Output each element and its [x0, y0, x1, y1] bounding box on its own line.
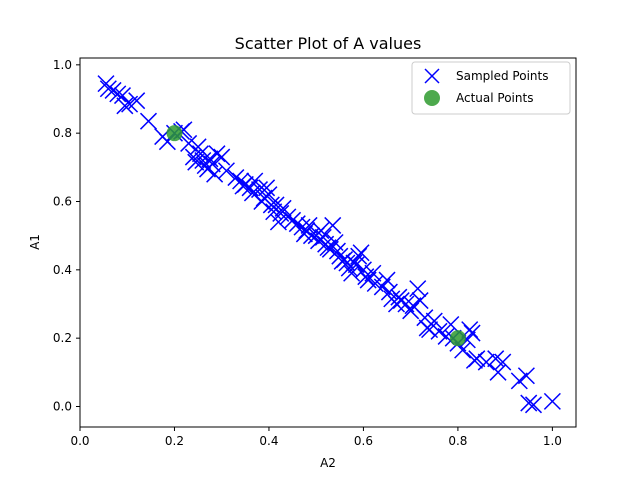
data-point-sampled — [180, 134, 198, 152]
data-point-sampled — [109, 85, 127, 103]
y-tick-label: 0.2 — [53, 331, 72, 345]
x-tick-label: 0.4 — [259, 434, 278, 448]
plot-area — [97, 75, 561, 414]
data-point-sampled — [463, 324, 481, 342]
x-tick-label: 0.6 — [354, 434, 373, 448]
data-point-sampled — [442, 315, 460, 334]
data-point-sampled — [246, 172, 264, 190]
data-point-actual — [449, 330, 466, 347]
data-point-sampled — [343, 264, 361, 282]
data-point-sampled — [354, 261, 372, 279]
data-point-sampled — [387, 295, 406, 313]
y-axis-label: A1 — [28, 234, 42, 250]
data-point-sampled — [416, 309, 434, 327]
plot-frame — [79, 57, 577, 428]
data-point-sampled — [139, 112, 158, 130]
x-tick-label: 0.2 — [165, 434, 184, 448]
data-point-sampled — [314, 228, 332, 246]
data-point-actual — [166, 125, 183, 142]
data-point-sampled — [477, 353, 495, 371]
data-point-sampled — [524, 396, 543, 414]
data-point-sampled — [543, 392, 561, 410]
data-point-sampled — [425, 312, 443, 330]
data-point-sampled — [312, 222, 330, 240]
x-tick-label: 0.8 — [448, 434, 467, 448]
y-tick-label: 1.0 — [53, 58, 72, 72]
data-point-sampled — [300, 216, 318, 234]
data-point-sampled — [227, 169, 245, 187]
data-point-sampled — [236, 175, 254, 193]
data-point-sampled — [194, 151, 212, 170]
legend-x-marker — [424, 68, 440, 84]
data-point-sampled — [187, 153, 205, 171]
legend: Sampled Points Actual Points — [411, 61, 571, 115]
y-tick-label: 0.4 — [53, 263, 72, 277]
data-point-sampled — [203, 155, 221, 173]
legend-actual-label: Actual Points — [456, 91, 533, 105]
data-point-sampled — [260, 186, 278, 204]
legend-circle-marker — [424, 90, 440, 106]
data-point-sampled — [411, 292, 429, 310]
data-point-sampled — [288, 215, 306, 233]
legend-sampled-label: Sampled Points — [456, 69, 548, 83]
data-point-sampled — [364, 264, 382, 282]
data-point-sampled — [494, 353, 512, 371]
data-point-sampled — [265, 203, 283, 221]
data-point-sampled — [380, 283, 398, 301]
data-point-sampled — [284, 211, 302, 229]
data-point-sampled — [213, 148, 231, 166]
y-tick-label: 0.6 — [53, 195, 72, 209]
axes: 0.0 0.2 0.4 0.6 0.8 1.0 0.0 0.2 0.4 0.6 0.8 1.0 — [53, 58, 562, 448]
data-point-sampled — [191, 145, 209, 163]
x-axis-label: A2 — [320, 456, 336, 470]
data-point-sampled — [217, 162, 235, 180]
x-tick-label: 0.0 — [70, 434, 89, 448]
data-point-sampled — [520, 394, 538, 412]
data-point-sampled — [250, 181, 269, 199]
data-point-sampled — [104, 81, 122, 99]
data-point-sampled — [378, 271, 396, 289]
data-point-sampled — [258, 179, 276, 197]
data-point-sampled — [279, 208, 297, 226]
y-tick-label: 0.0 — [53, 400, 72, 414]
data-point-sampled — [324, 216, 342, 234]
data-point-sampled — [328, 242, 346, 260]
data-point-sampled — [206, 165, 224, 183]
data-point-sampled — [430, 322, 448, 340]
legend-sampled-marker — [424, 68, 440, 84]
data-point-sampled — [409, 280, 427, 298]
data-point-sampled — [208, 145, 226, 163]
data-point-sampled — [352, 244, 370, 262]
legend-actual-marker — [424, 90, 440, 106]
chart-title: Scatter Plot of A values — [235, 34, 422, 53]
legend-box — [411, 61, 571, 115]
data-point-sampled — [510, 372, 528, 390]
data-point-sampled — [116, 97, 134, 115]
data-point-sampled — [274, 199, 292, 217]
data-point-sampled — [468, 350, 486, 368]
y-tick-label: 0.8 — [53, 126, 72, 140]
data-point-sampled — [489, 363, 507, 381]
data-point-sampled — [113, 87, 132, 105]
data-point-sampled — [128, 92, 146, 110]
x-tick-label: 1.0 — [543, 434, 562, 448]
data-point-sampled — [99, 80, 117, 98]
data-point-sampled — [517, 367, 535, 385]
